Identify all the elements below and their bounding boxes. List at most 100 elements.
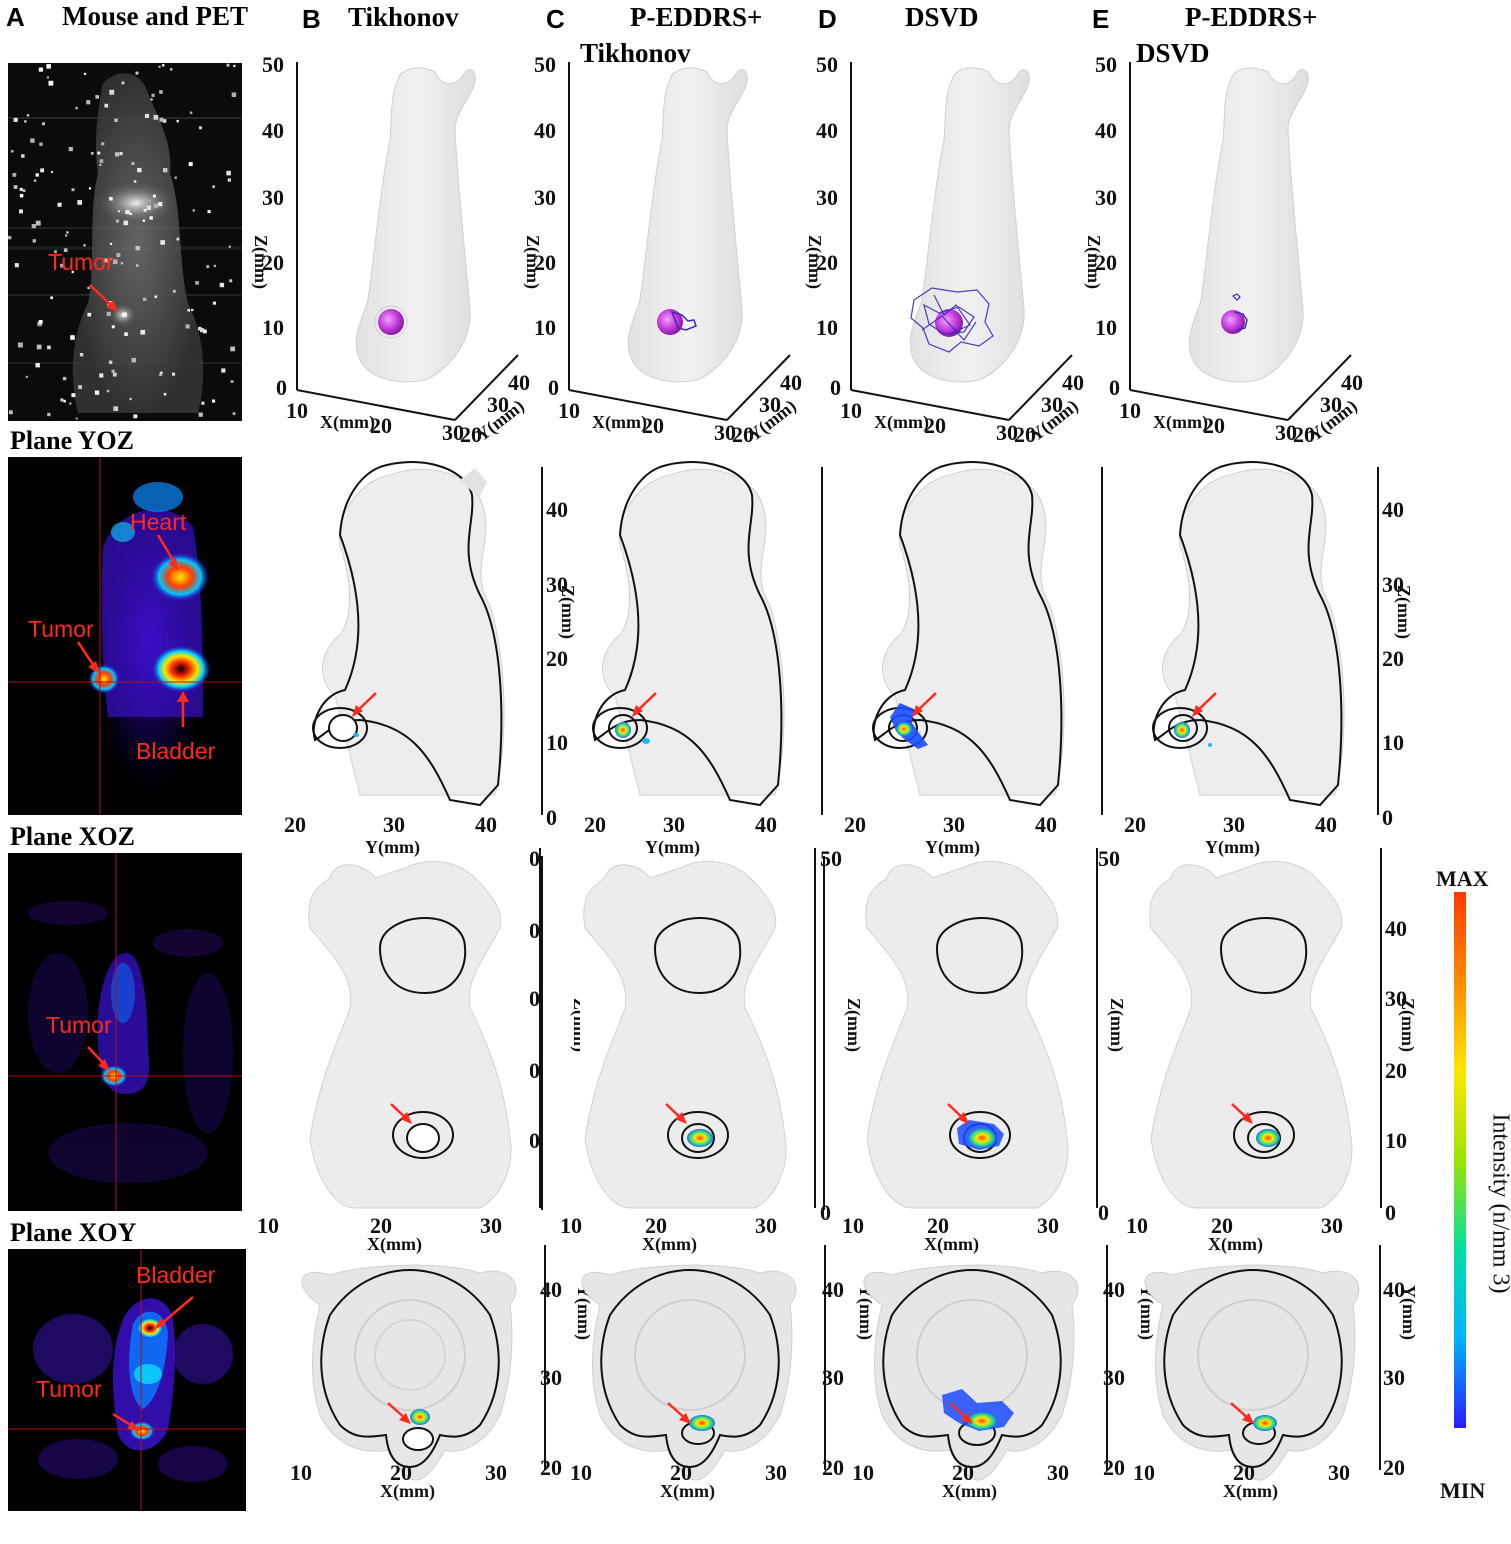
svg-text:20: 20 bbox=[952, 1460, 974, 1485]
svg-text:50: 50 bbox=[262, 52, 284, 77]
pet-speck bbox=[86, 100, 91, 105]
pet-speck bbox=[153, 203, 159, 209]
pet-speck bbox=[109, 258, 112, 261]
pet-speck bbox=[145, 113, 149, 118]
pet-speck bbox=[114, 118, 118, 122]
svg-text:20: 20 bbox=[927, 1213, 949, 1238]
pet-speck bbox=[87, 312, 92, 317]
xoz-c-z-label: Z(mm) bbox=[843, 998, 862, 1052]
svg-text:30: 30 bbox=[485, 1460, 507, 1485]
pet-speck bbox=[90, 152, 94, 155]
iso-b-x-label: X(mm) bbox=[320, 412, 375, 433]
pet-speck bbox=[46, 64, 51, 69]
pet-speck bbox=[47, 345, 51, 350]
xoy-view-d: 40 30 20 Y(mm) 10 20 30 X(mm) bbox=[822, 1245, 1108, 1502]
svg-text:20: 20 bbox=[262, 250, 284, 275]
svg-text:50: 50 bbox=[816, 52, 838, 77]
pet-speck bbox=[131, 162, 135, 166]
pet-speck bbox=[112, 259, 118, 265]
pet-speck bbox=[39, 142, 43, 146]
iso-b-x-tick: 20 bbox=[370, 413, 392, 438]
svg-text:10: 10 bbox=[1095, 315, 1117, 340]
svg-text:10: 10 bbox=[534, 315, 556, 340]
svg-text:20: 20 bbox=[1103, 1455, 1125, 1480]
svg-text:40: 40 bbox=[534, 118, 556, 143]
svg-text:10: 10 bbox=[842, 1213, 864, 1238]
pet-speck bbox=[83, 244, 86, 247]
pet-speck bbox=[131, 357, 136, 363]
pet-speck bbox=[199, 126, 202, 130]
pet-speck bbox=[189, 111, 193, 114]
pet-speck bbox=[148, 199, 151, 202]
pet-speck bbox=[159, 371, 163, 375]
svg-text:40: 40 bbox=[546, 497, 568, 522]
yoz-e-z-label: Z(mm) bbox=[1393, 585, 1414, 639]
pet-speck bbox=[33, 179, 37, 182]
svg-text:20: 20 bbox=[1383, 1455, 1405, 1480]
pet-speck bbox=[231, 92, 237, 97]
pet-speck bbox=[176, 119, 179, 123]
iso-b-x-tick: 30 bbox=[442, 420, 464, 445]
pet-speck bbox=[47, 412, 51, 417]
pet-speck bbox=[129, 397, 132, 401]
pet-speck bbox=[227, 178, 231, 182]
pet-speck bbox=[71, 270, 74, 274]
pet-speck bbox=[187, 309, 190, 312]
xoz-d-x-label: X(mm) bbox=[924, 1234, 979, 1255]
pet-speck bbox=[203, 329, 207, 334]
pet-speck bbox=[121, 81, 125, 85]
svg-text:20: 20 bbox=[370, 1213, 392, 1238]
yoz-e-y-label: Y(mm) bbox=[1205, 837, 1260, 858]
svg-text:0: 0 bbox=[1385, 1200, 1396, 1225]
colorbar bbox=[1454, 892, 1466, 1428]
pet-speck bbox=[84, 72, 87, 75]
panel-title-b: Tikhonov bbox=[348, 2, 459, 32]
xoz-b-x-label: X(mm) bbox=[367, 1234, 422, 1255]
svg-text:10: 10 bbox=[558, 398, 580, 423]
pet-speck bbox=[191, 308, 194, 312]
pet-speck bbox=[71, 393, 76, 398]
pet-speck bbox=[69, 402, 72, 405]
pet-speck bbox=[99, 163, 102, 166]
svg-text:30: 30 bbox=[1382, 572, 1404, 597]
pet-speck bbox=[88, 187, 92, 190]
panel-label-b: B bbox=[302, 4, 321, 34]
pet-speck bbox=[158, 65, 161, 68]
panel-title-c-line1: P-EDDRS+ bbox=[630, 2, 763, 32]
pet-speck bbox=[116, 253, 121, 258]
svg-text:20: 20 bbox=[1385, 1058, 1407, 1083]
svg-text:10: 10 bbox=[1382, 730, 1404, 755]
svg-text:30: 30 bbox=[1037, 1213, 1059, 1238]
xoy-b-y-label: Y(mm) bbox=[573, 1285, 594, 1340]
pet-speck bbox=[19, 194, 24, 198]
pet-speck bbox=[68, 147, 73, 152]
svg-text:30: 30 bbox=[714, 420, 736, 445]
pet-speck bbox=[14, 263, 19, 268]
pet-speck bbox=[65, 234, 68, 237]
row-label-xoy: Plane XOY bbox=[10, 1218, 137, 1247]
svg-text:40: 40 bbox=[755, 812, 777, 837]
svg-text:40: 40 bbox=[540, 1277, 562, 1302]
pet-speck bbox=[151, 93, 155, 97]
svg-text:0: 0 bbox=[548, 375, 559, 400]
pet-speck bbox=[71, 188, 75, 192]
pet-speck bbox=[149, 216, 153, 220]
pet-speck bbox=[62, 376, 67, 381]
pet-speck bbox=[70, 335, 75, 340]
xoz-d-z-axis: Z(mm) bbox=[1106, 998, 1127, 1052]
iso-view-c: 50 40 30 20 10 0 Z(mm) 10 20 30 X(mm) 20… bbox=[522, 52, 802, 447]
svg-text:20: 20 bbox=[822, 1455, 844, 1480]
pet-speck bbox=[19, 209, 23, 214]
xoy-e-x-label: X(mm) bbox=[1223, 1481, 1278, 1502]
pet-speck bbox=[11, 150, 14, 153]
xoz-c-z-axis: Z(mm) bbox=[823, 856, 862, 1210]
yoz-b-y-label: Y(mm) bbox=[365, 837, 420, 858]
svg-text:20: 20 bbox=[530, 1058, 540, 1083]
svg-text:10: 10 bbox=[1119, 398, 1141, 423]
pet-speck bbox=[35, 220, 41, 226]
svg-text:10: 10 bbox=[1126, 1213, 1148, 1238]
pet-speck bbox=[75, 417, 78, 420]
pet-speck bbox=[124, 332, 128, 336]
xoz-view-c: 50 40 30 20 10 0 10 20 30 X(mm) bbox=[530, 848, 816, 1255]
svg-text:0: 0 bbox=[1098, 1200, 1109, 1225]
